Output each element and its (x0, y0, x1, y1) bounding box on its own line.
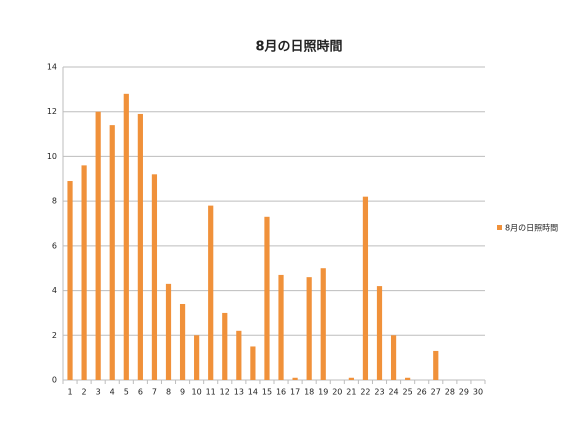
x-tick-label: 11 (206, 388, 216, 397)
y-tick-label: 8 (52, 197, 57, 206)
bar (250, 346, 256, 380)
x-tick-label: 6 (138, 388, 143, 397)
x-tick-label: 4 (110, 388, 115, 397)
bar (390, 335, 397, 380)
bar (67, 181, 73, 380)
x-tick-label: 1 (67, 388, 72, 397)
x-tick-label: 24 (388, 388, 398, 397)
x-tick-label: 8 (166, 388, 171, 397)
y-tick-label: 10 (47, 152, 57, 161)
bar (137, 113, 143, 380)
chart-title: 8月の日照時間 (255, 39, 342, 55)
legend-swatch (497, 225, 502, 230)
bar (405, 377, 411, 380)
x-tick-label: 7 (152, 388, 157, 397)
bar (306, 277, 312, 380)
bar (264, 216, 270, 380)
x-tick-label: 10 (192, 388, 202, 397)
x-tick-label: 30 (473, 388, 483, 397)
x-tick-label: 27 (431, 388, 441, 397)
x-tick-label: 15 (262, 388, 272, 397)
y-tick-label: 2 (52, 331, 57, 340)
bar (236, 330, 242, 380)
x-tick-label: 26 (417, 388, 427, 397)
bar (123, 93, 129, 380)
bar (81, 165, 87, 380)
bar (179, 303, 186, 380)
bar (292, 377, 298, 380)
x-tick-label: 22 (360, 388, 370, 397)
x-tick-label: 20 (332, 388, 342, 397)
y-tick-label: 6 (52, 241, 57, 250)
x-tick-label: 16 (276, 388, 286, 397)
legend-label: 8月の日照時間 (505, 224, 558, 233)
y-tick-label: 12 (47, 107, 57, 116)
bar (433, 350, 439, 380)
bar (278, 274, 284, 380)
x-tick-label: 18 (304, 388, 314, 397)
x-tick-label: 25 (403, 388, 413, 397)
bar (320, 268, 326, 380)
x-tick-label: 2 (82, 388, 87, 397)
bar (109, 125, 115, 380)
bar (95, 111, 101, 380)
bar (376, 286, 383, 380)
y-tick-label: 4 (52, 286, 57, 295)
bar (348, 377, 354, 380)
bar (151, 174, 158, 380)
y-tick-label: 0 (52, 376, 57, 385)
x-tick-label: 12 (220, 388, 230, 397)
x-tick-label: 21 (346, 388, 356, 397)
bar (194, 335, 200, 380)
x-tick-label: 5 (124, 388, 129, 397)
x-tick-label: 28 (445, 388, 455, 397)
x-tick-label: 17 (290, 388, 300, 397)
bar (222, 312, 228, 380)
x-tick-label: 14 (248, 388, 258, 397)
y-tick-label: 14 (47, 63, 57, 72)
x-tick-label: 23 (374, 388, 384, 397)
x-tick-label: 3 (96, 388, 101, 397)
bar (165, 283, 172, 380)
bar (208, 205, 214, 380)
x-tick-label: 13 (234, 388, 244, 397)
x-tick-label: 9 (180, 388, 185, 397)
x-tick-label: 19 (318, 388, 328, 397)
x-tick-label: 29 (459, 388, 469, 397)
bar (362, 196, 369, 380)
